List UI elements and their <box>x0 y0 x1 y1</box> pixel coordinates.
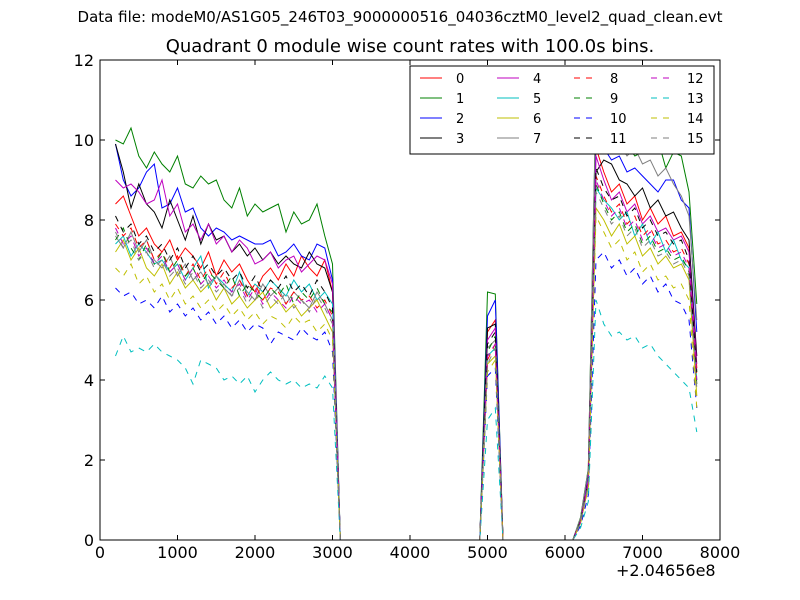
x-tick-label: 3000 <box>312 543 353 562</box>
series-line-11 <box>115 167 698 540</box>
x-tick-label: 6000 <box>545 543 586 562</box>
series-line-12 <box>115 179 698 540</box>
x-tick-label: 8000 <box>700 543 741 562</box>
y-tick-label: 0 <box>84 531 94 550</box>
series-line-8 <box>115 175 698 540</box>
series-line-9 <box>115 183 698 540</box>
legend-label-12: 12 <box>687 72 704 87</box>
legend-label-13: 13 <box>687 92 704 107</box>
plot-area <box>115 94 698 540</box>
figure-suptitle: Data file: modeM0/AS1G05_246T03_90000005… <box>77 8 723 26</box>
legend-box <box>409 65 715 155</box>
y-tick-label: 2 <box>84 451 94 470</box>
x-tick-label: 4000 <box>390 543 431 562</box>
chart-title: Quadrant 0 module wise count rates with … <box>165 36 655 57</box>
series-line-7 <box>115 98 698 540</box>
series-line-5 <box>115 186 698 540</box>
legend-label-11: 11 <box>610 132 627 147</box>
x-tick-label: 1000 <box>157 543 198 562</box>
series-line-14 <box>115 215 698 540</box>
x-tick-label: 0 <box>95 543 105 562</box>
legend-label-3: 3 <box>456 132 464 147</box>
series-line-0 <box>115 147 698 540</box>
x-tick-label: 5000 <box>467 543 508 562</box>
x-tick-label: 2000 <box>235 543 276 562</box>
legend-label-15: 15 <box>687 132 704 147</box>
y-tick-label: 6 <box>84 291 94 310</box>
legend-label-2: 2 <box>456 112 464 127</box>
y-tick-label: 12 <box>74 51 94 70</box>
legend-label-10: 10 <box>610 112 627 127</box>
legend-label-5: 5 <box>533 92 541 107</box>
y-tick-label: 8 <box>84 211 94 230</box>
legend-label-0: 0 <box>456 72 464 87</box>
legend-label-4: 4 <box>533 72 541 87</box>
series-line-6 <box>115 206 698 540</box>
legend-label-6: 6 <box>533 112 541 127</box>
series-line-15 <box>115 191 698 540</box>
y-tick-label: 10 <box>74 131 94 150</box>
x-tick-label: 7000 <box>622 543 663 562</box>
y-tick-label: 4 <box>84 371 94 390</box>
series-line-13 <box>115 299 698 540</box>
legend-label-14: 14 <box>687 112 704 127</box>
series-line-4 <box>115 155 698 540</box>
legend-label-9: 9 <box>610 92 618 107</box>
legend-label-7: 7 <box>533 132 541 147</box>
legend-label-1: 1 <box>456 92 464 107</box>
series-line-3 <box>115 143 698 540</box>
legend-label-8: 8 <box>610 72 618 87</box>
x-offset-label: +2.04656e8 <box>616 561 716 580</box>
series-line-10 <box>115 251 698 540</box>
